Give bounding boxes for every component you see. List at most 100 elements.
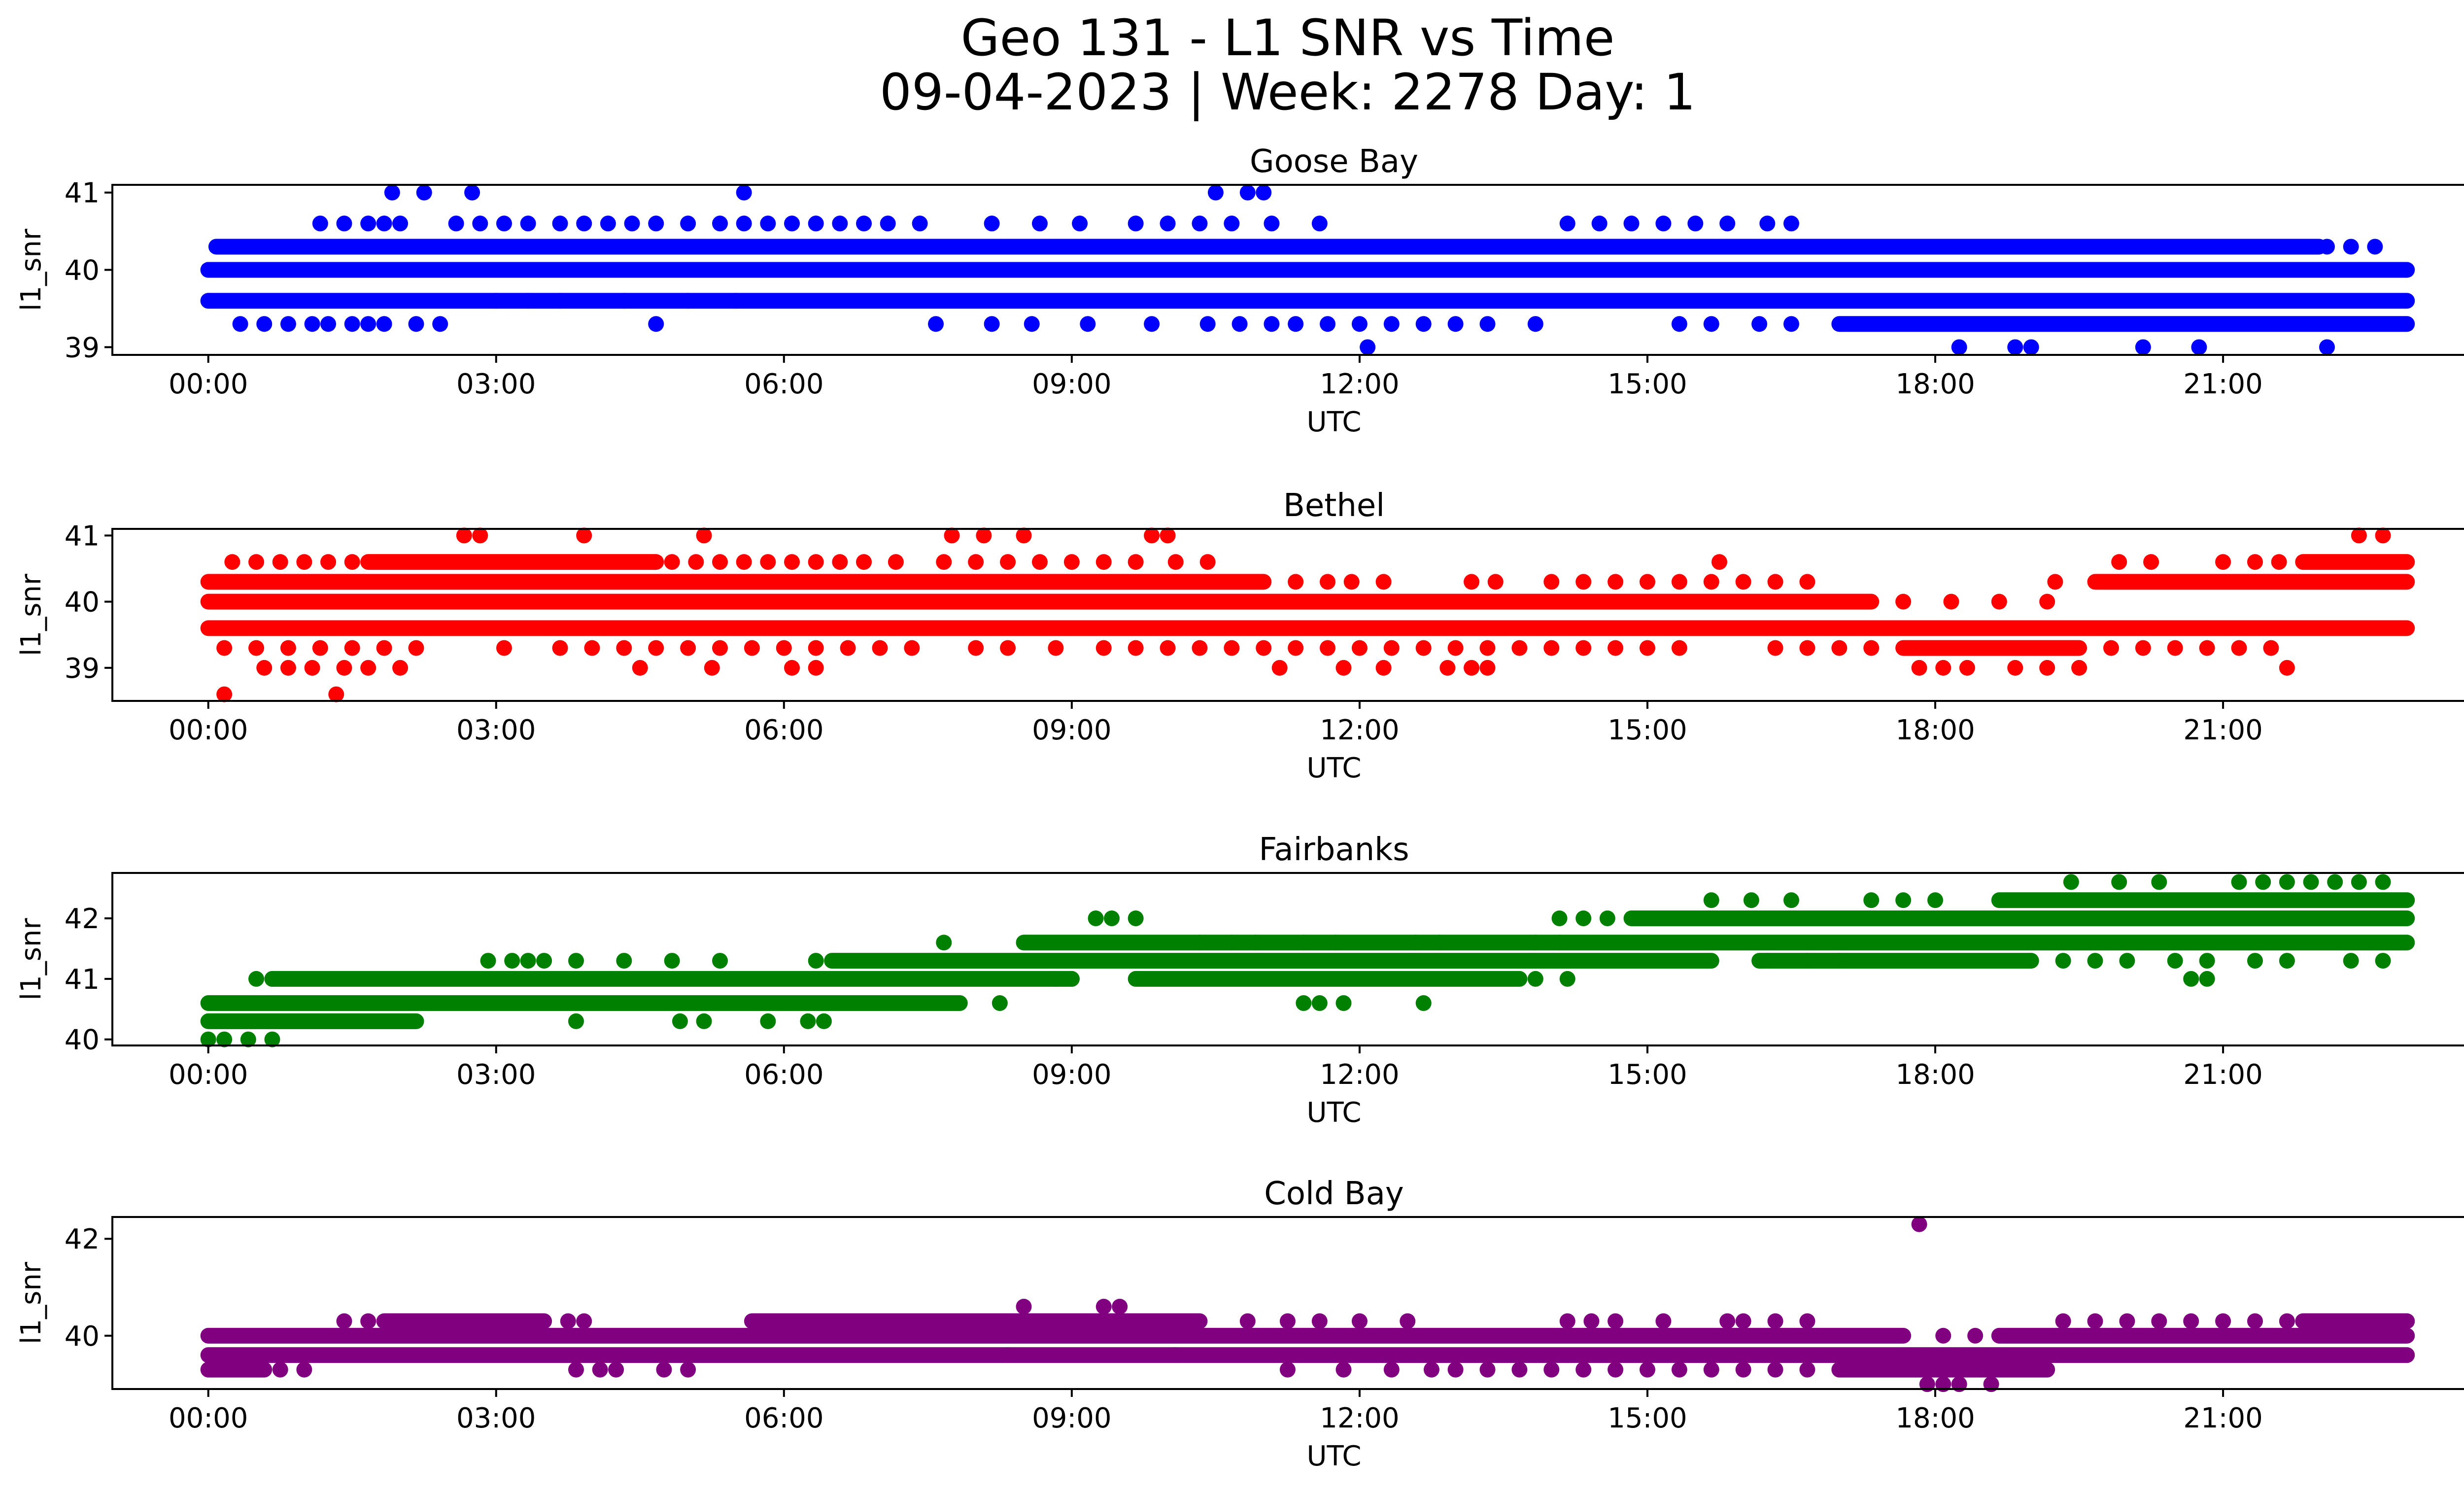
subplot-title-bethel: Bethel [1283,487,1385,524]
data-point-bethel-4 [320,554,337,570]
data-point-goose-bay-13 [336,215,352,232]
data-point-fairbanks-30 [1248,935,1264,951]
data-point-goose-bay-28 [736,215,752,232]
data-point-cold-bay-43 [1511,1361,1528,1378]
data-point-goose-bay-17 [448,215,464,232]
data-point-bethel-35 [944,527,960,544]
data-band-bethel-2 [200,574,1272,590]
data-point-cold-bay-29 [2055,1313,2071,1329]
data-band-fairbanks-1 [200,995,968,1011]
data-point-fairbanks-74 [2351,874,2367,890]
x-tick-label-cold-bay-4: 12:00 [1320,1402,1399,1434]
y-tick-label-fairbanks-0: 40 [65,1024,100,1056]
data-point-cold-bay-48 [1671,1361,1687,1378]
data-point-fairbanks-72 [2303,874,2319,890]
data-point-fairbanks-15 [568,1013,584,1029]
data-band-goose-bay-2 [208,239,2327,255]
data-point-cold-bay-3 [592,1361,608,1378]
data-point-fairbanks-36 [1415,995,1432,1011]
x-tick-label-fairbanks-3: 09:00 [1032,1059,1111,1091]
data-point-bethel-137 [1991,593,2007,610]
x-tick-label-fairbanks-7: 21:00 [2183,1059,2262,1091]
data-point-fairbanks-18 [760,1013,776,1029]
data-point-bethel-31 [456,527,472,544]
y-axis-label-fairbanks: l1_snr [15,918,47,1001]
y-axis-label-cold-bay: l1_snr [15,1261,47,1344]
x-tick-label-goose-bay-4: 12:00 [1320,368,1399,400]
data-point-goose-bay-94 [2007,339,2023,355]
data-point-cold-bay-24 [1655,1313,1672,1329]
data-point-bethel-88 [1000,640,1016,656]
data-point-bethel-36 [976,527,992,544]
data-point-bethel-123 [1464,574,1480,590]
data-point-bethel-23 [1167,554,1184,570]
data-point-fairbanks-28 [1192,935,1208,951]
data-point-goose-bay-44 [1311,215,1328,232]
data-point-bethel-98 [1351,640,1368,656]
data-point-fairbanks-71 [2279,874,2295,890]
subplot-title-goose-bay: Goose Bay [1250,143,1418,180]
data-point-bethel-117 [2231,640,2247,656]
data-point-fairbanks-53 [1799,953,1815,969]
data-point-bethel-102 [1479,640,1496,656]
y-tick-label-cold-bay-1: 42 [65,1223,100,1255]
data-point-fairbanks-11 [616,953,632,969]
data-point-cold-bay-34 [2215,1313,2231,1329]
data-point-goose-bay-91 [1511,239,1528,255]
data-point-goose-bay-45 [1559,215,1575,232]
data-point-fairbanks-64 [2183,971,2199,987]
data-point-bethel-8 [712,554,728,570]
data-point-cold-bay-12 [1095,1298,1112,1315]
data-point-bethel-114 [2135,640,2151,656]
data-point-cold-bay-15 [1167,1347,1184,1363]
data-point-bethel-41 [2375,527,2391,544]
data-point-fairbanks-42 [1559,971,1575,987]
data-point-bethel-110 [1799,640,1815,656]
x-axis-label-fairbanks: UTC [1306,1097,1361,1129]
data-point-goose-bay-101 [1911,239,1927,255]
data-point-bethel-134 [2047,574,2063,590]
y-tick-label-fairbanks-1: 41 [65,964,100,996]
data-point-goose-bay-75 [1288,316,1304,332]
data-point-fairbanks-27 [1128,910,1144,927]
data-point-fairbanks-45 [1599,910,1615,927]
data-point-goose-bay-55 [464,184,480,201]
data-point-fairbanks-50 [1895,892,1912,908]
data-point-goose-bay-58 [1239,184,1256,201]
data-point-bethel-94 [1224,640,1240,656]
y-tick-label-goose-bay-0: 39 [65,332,100,364]
x-tick-label-bethel-3: 09:00 [1032,714,1111,746]
data-point-fairbanks-63 [2375,953,2391,969]
data-point-cold-bay-42 [1479,1361,1496,1378]
data-point-bethel-105 [1575,640,1592,656]
data-point-cold-bay-5 [656,1361,672,1378]
data-point-fairbanks-68 [2151,874,2167,890]
data-point-bethel-85 [872,640,888,656]
data-point-cold-bay-44 [1543,1361,1560,1378]
data-point-bethel-51 [704,660,720,676]
data-point-cold-bay-41 [1447,1361,1464,1378]
data-point-bethel-118 [2263,640,2279,656]
data-point-bethel-33 [576,527,592,544]
data-point-goose-bay-22 [576,215,592,232]
data-point-fairbanks-25 [1088,910,1104,927]
data-point-cold-bay-37 [1279,1361,1296,1378]
data-point-bethel-124 [1487,574,1504,590]
data-band-fairbanks-6 [1991,892,2415,908]
data-point-bethel-100 [1415,640,1432,656]
data-point-fairbanks-56 [2087,953,2103,969]
data-band-fairbanks-7 [1128,971,1528,987]
data-point-fairbanks-59 [2199,953,2215,969]
data-point-bethel-108 [1671,640,1687,656]
data-point-bethel-78 [648,640,664,656]
data-point-fairbanks-22 [992,995,1008,1011]
data-point-goose-bay-99 [1863,239,1880,255]
data-point-bethel-65 [2071,660,2088,676]
data-point-goose-bay-32 [832,215,848,232]
data-point-bethel-125 [1543,574,1560,590]
data-band-fairbanks-4 [1016,935,2415,951]
data-point-fairbanks-75 [2375,874,2391,890]
data-point-bethel-67 [216,640,233,656]
data-point-fairbanks-60 [2247,953,2263,969]
data-point-cold-bay-51 [1767,1361,1783,1378]
